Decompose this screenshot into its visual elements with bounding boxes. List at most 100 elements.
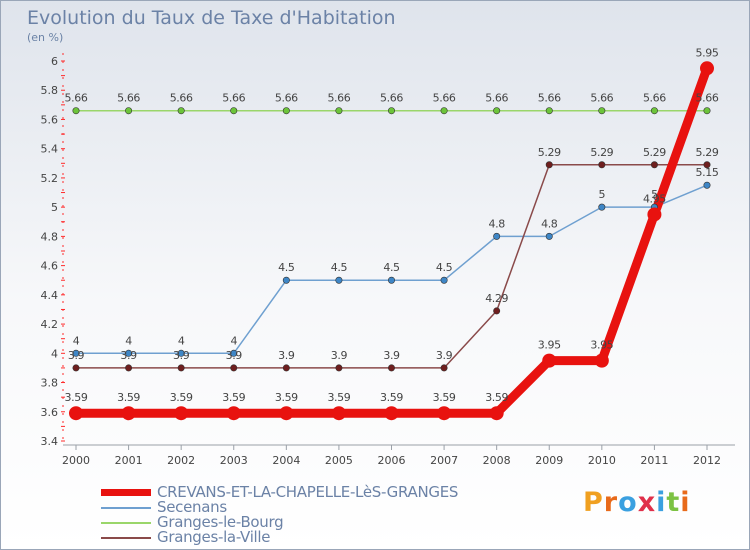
data-point [226,406,241,421]
data-point [493,232,501,240]
data-label: 3.59 [222,391,245,404]
data-point [72,364,80,372]
data-label: 5.66 [380,92,403,105]
data-label: 5.66 [485,92,508,105]
logo-letter: r [603,487,619,518]
y-tick-label: 4.4 [41,289,59,302]
data-point [125,107,133,115]
y-tick-label: 5.6 [41,113,59,126]
data-point [335,364,343,372]
data-label: 3.9 [68,349,85,362]
data-point [703,107,711,115]
data-label: 5.66 [117,92,140,105]
data-label: 3.59 [117,391,140,404]
y-tick-label: 3.4 [41,435,59,448]
data-point [282,364,290,372]
legend-label: Granges-la-Ville [157,528,271,546]
data-label: 5.66 [433,92,456,105]
data-label: 5.15 [696,166,719,179]
y-tick-label: 6 [51,55,58,68]
data-label: 5 [651,188,658,201]
data-point [177,107,185,115]
y-tick-label: 4.6 [41,260,59,273]
data-point [121,406,136,421]
data-label: 4.5 [278,261,295,274]
legend-label: Secenans [157,498,227,516]
data-label: 5.66 [538,92,561,105]
data-point [703,161,711,169]
data-point [387,364,395,372]
data-label: 4 [125,334,132,347]
data-point [545,161,553,169]
data-label: 5.66 [327,92,350,105]
x-tick-label: 2005 [325,454,353,467]
data-point [230,349,238,357]
data-point [72,107,80,115]
data-label: 4.29 [485,292,508,305]
data-point [700,61,714,76]
legend-swatch [101,522,151,524]
data-label: 5.66 [222,92,245,105]
data-label: 3.59 [485,391,508,404]
data-point [440,364,448,372]
data-label: 3.95 [590,339,613,352]
data-label: 5.66 [170,92,193,105]
data-label: 4.8 [541,217,558,230]
data-label: 3.59 [65,391,88,404]
data-label: 3.9 [331,349,348,362]
data-point [493,307,501,315]
x-tick-label: 2003 [220,454,248,467]
data-point [72,349,80,357]
data-point [598,107,606,115]
data-label: 4 [73,334,80,347]
data-point [174,406,189,421]
legend-swatch [101,489,151,496]
data-label: 4.5 [383,261,400,274]
data-point [331,406,346,421]
legend-label: CREVANS-ET-LA-CHAPELLE-LèS-GRANGES [157,483,459,501]
data-label: 4.95 [643,192,666,205]
legend-item: CREVANS-ET-LA-CHAPELLE-LèS-GRANGES [101,483,521,501]
x-tick-label: 2012 [693,454,721,467]
logo-letter: t [666,487,681,518]
data-label: 5.66 [275,92,298,105]
data-label: 5.29 [696,146,719,159]
data-label: 4.5 [436,261,453,274]
chart-title: Evolution du Taux de Taxe d'Habitation [27,7,396,29]
logo-letter: P [583,487,604,518]
x-tick-label: 2011 [640,454,668,467]
data-label: 5.66 [696,92,719,105]
data-label: 3.9 [226,349,243,362]
data-point [598,161,606,169]
data-label: 3.59 [433,391,456,404]
data-label: 5.29 [590,146,613,159]
x-tick-label: 2002 [167,454,195,467]
y-tick-label: 5.2 [41,172,59,185]
data-label: 3.59 [380,391,403,404]
data-label: 3.9 [120,349,137,362]
data-label: 5.66 [65,92,88,105]
data-label: 4.8 [489,217,506,230]
logo-letter: x [637,487,657,518]
y-tick-label: 5.4 [41,143,59,156]
data-label: 3.9 [278,349,295,362]
data-point [545,232,553,240]
y-tick-label: 5 [51,201,58,214]
y-tick-label: 4.2 [41,318,59,331]
unit-label: (en %) [27,31,64,44]
legend-swatch [101,537,151,539]
logo-letter: o [618,487,638,518]
x-tick-label: 2006 [378,454,406,467]
logo-letter: i [656,487,667,518]
data-label: 4 [230,334,237,347]
data-label: 4.5 [331,261,348,274]
legend-item: Granges-la-Ville [101,528,521,546]
data-label: 3.95 [538,339,561,352]
proxiti-logo: Proxiti [583,487,691,518]
data-point [650,161,658,169]
data-point [647,207,662,222]
data-point [387,276,395,284]
y-tick-label: 3.8 [41,377,59,390]
legend-item: Secenans [101,498,521,516]
logo-letter: i [680,487,691,518]
